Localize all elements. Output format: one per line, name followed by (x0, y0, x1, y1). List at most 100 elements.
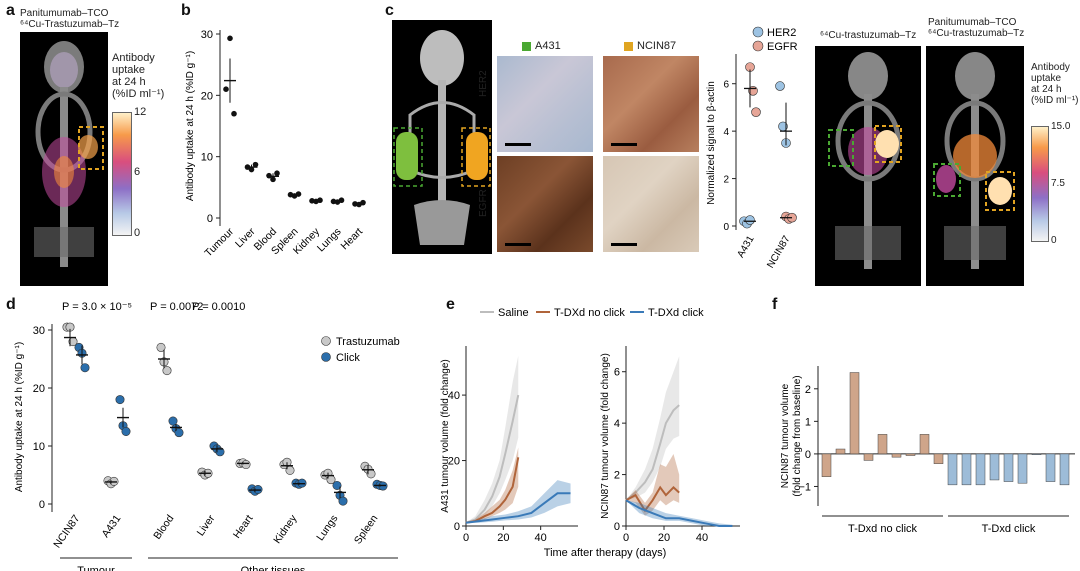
panel-letter-b: b (181, 2, 191, 19)
colorbar-c-tick: 15.0 (1051, 121, 1071, 132)
data-point (215, 447, 225, 457)
legend-marker (752, 26, 764, 38)
y-tick-label: 30 (201, 29, 213, 41)
y-tick-label: 0 (454, 521, 460, 533)
data-point (241, 460, 251, 470)
panel-letter-e: e (446, 296, 455, 313)
bar (961, 453, 972, 486)
y-axis-label: Antibody uptake at 24 h (%ID g⁻¹) (14, 342, 25, 492)
x-tick-label: 20 (497, 532, 509, 544)
bar (989, 453, 1000, 481)
y-tick-label: 6 (723, 80, 729, 91)
legend-marker (321, 336, 331, 346)
series-line (465, 394, 520, 524)
colorbar-c-label-line: Antibody (1031, 62, 1070, 73)
p-value-label: P = 0.0072 (150, 301, 203, 313)
data-point (115, 395, 125, 405)
a431-swatch (522, 41, 531, 51)
colorbar-a-tick: 0 (134, 227, 141, 239)
data-point (162, 366, 172, 376)
panel-a: Panitumumab–TCO ⁶⁴Cu-Trastuzumab–Tz Anti… (20, 8, 180, 288)
data-point (156, 342, 166, 352)
error-band (626, 500, 733, 526)
y-tick-label: 0 (805, 449, 811, 461)
bar (849, 372, 860, 455)
x-tick-label: Blood (151, 513, 176, 542)
y-tick-label: 0 (207, 213, 213, 225)
data-point (223, 86, 229, 92)
y-tick-label: 1 (805, 416, 811, 428)
y-axis-label: NCIN87 tumour volume (780, 383, 791, 488)
error-band (626, 356, 680, 501)
data-point (360, 199, 366, 206)
y-tick-label: 2 (614, 470, 620, 482)
bar (919, 434, 930, 455)
data-point (751, 107, 761, 117)
ihc-ncin87-her2 (603, 56, 699, 152)
ihc-ncin87-egfr (603, 156, 699, 252)
data-point (332, 480, 342, 490)
panel-a-title-line1: Panitumumab–TCO (20, 8, 109, 19)
panel-letter-d: d (6, 296, 16, 313)
legend-label: Saline (498, 307, 529, 319)
pet-title-dual-line1: Panitumumab–TCO (928, 17, 1017, 28)
y-tick-label: −1 (798, 481, 811, 493)
ihc-a431-egfr (497, 156, 593, 252)
data-point (174, 428, 184, 438)
bar (821, 453, 832, 477)
ihc-legend-a431: A431 (522, 40, 561, 52)
ihc-row-label-egfr: EGFR (478, 189, 489, 217)
y-tick-label: 4 (614, 418, 620, 430)
data-point (121, 427, 131, 437)
series-line (465, 457, 520, 524)
p-value-label: P = 0.0010 (192, 301, 245, 313)
bar (947, 453, 958, 486)
bar (1031, 453, 1042, 455)
bar (877, 434, 888, 455)
x-tick-label: Heart (338, 226, 365, 253)
y-tick-label: 4 (723, 127, 729, 138)
data-point (338, 197, 345, 204)
ihc-legend-ncin87: NCIN87 (624, 40, 676, 52)
chart-b: 0 10 20 30 Antibody uptake at 24 h (%ID g⁻¹)… (185, 29, 366, 259)
data-point (274, 170, 280, 177)
y-axis-label: Normalized signal to β-actin (706, 81, 717, 205)
colorbar-c-label-line: uptake (1031, 73, 1062, 84)
a431-label: A431 (535, 40, 561, 52)
x-tick-label: 40 (535, 532, 547, 544)
legend-label: HER2 (767, 27, 796, 39)
y-tick-label: 6 (614, 367, 620, 379)
data-point (80, 363, 90, 373)
colorbar-a-label-line: Antibody (112, 52, 155, 64)
ihc-row-label-her2: HER2 (478, 70, 489, 97)
group-label: Tumour (77, 565, 115, 571)
colorbar-a-label-line: (%ID ml⁻¹) (112, 88, 165, 100)
legend-label: EGFR (767, 41, 798, 53)
bar (863, 453, 874, 461)
pet-title-single: ⁶⁴Cu-trastuzumab–Tz (820, 30, 917, 41)
x-tick-label: NCIN87 (765, 234, 793, 271)
series-line (625, 485, 680, 513)
chart-f: −1 0 1 2 NCIN87 tumour volume (fold change fr… (780, 366, 1075, 535)
y-tick-label: 10 (33, 441, 45, 453)
ct-skeleton-image (392, 20, 492, 254)
panel-a-title-line2: ⁶⁴Cu-Trastuzumab–Tz (20, 19, 120, 30)
ncin87-label: NCIN87 (637, 40, 677, 52)
x-tick-label: A431 (100, 513, 124, 540)
x-tick-label: Lungs (314, 513, 340, 543)
data-point (252, 161, 259, 168)
x-axis-label: Time after therapy (days) (544, 547, 666, 559)
y-tick-label: 20 (33, 383, 45, 395)
y-axis-label: Antibody uptake at 24 h (%ID g⁻¹) (185, 51, 196, 201)
bar (975, 453, 986, 486)
x-tick-label: Lungs (315, 226, 344, 255)
panel-letter-f: f (772, 296, 778, 313)
colorbar-a (112, 112, 132, 236)
bar (1059, 453, 1070, 486)
colorbar-c-label-line: (%ID ml⁻¹) (1031, 95, 1079, 106)
x-tick-label: NCIN87 (51, 513, 82, 551)
bar (1045, 453, 1056, 482)
pet-title-dual-line2: ⁶⁴Cu-trastuzumab–Tz (928, 28, 1025, 39)
panel-letter-a: a (6, 2, 15, 19)
